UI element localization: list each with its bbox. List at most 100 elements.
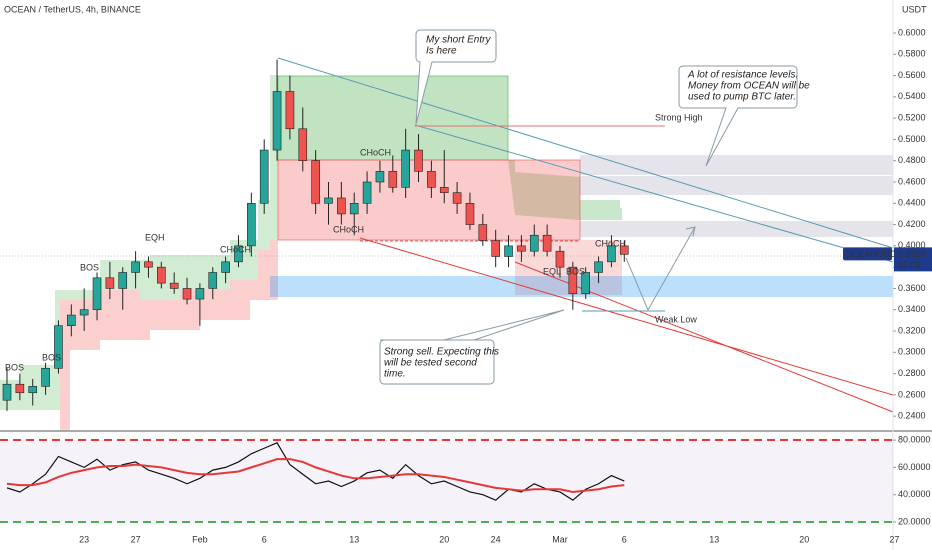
x-tick-label: 27 bbox=[889, 534, 899, 544]
green-steps bbox=[508, 76, 622, 220]
x-tick-label: 20 bbox=[799, 534, 809, 544]
candle-body bbox=[105, 277, 115, 289]
candle-body bbox=[247, 202, 256, 247]
y-tick-label: 0.4400 bbox=[898, 198, 926, 208]
projection-arrow bbox=[625, 226, 696, 312]
x-tick-label: Feb bbox=[192, 534, 208, 544]
y-tick-label: 80.0000 bbox=[898, 434, 931, 444]
candle-body bbox=[144, 261, 153, 268]
candle-body bbox=[285, 91, 295, 130]
candle-body bbox=[15, 383, 25, 394]
candle-body bbox=[362, 181, 372, 204]
candle-body bbox=[529, 234, 539, 252]
rsi-background bbox=[0, 440, 893, 522]
callout bbox=[379, 309, 565, 385]
y-tick-label: 0.5600 bbox=[898, 70, 926, 80]
candle-body bbox=[118, 272, 128, 289]
y-tick-label: 40.0000 bbox=[898, 489, 931, 499]
rsi-line bbox=[6, 442, 625, 501]
y-tick-label: 0.2400 bbox=[898, 411, 926, 421]
red-band bbox=[60, 240, 278, 430]
y-tick-label: 0.2600 bbox=[898, 389, 926, 399]
candle-body bbox=[452, 192, 462, 204]
candle-body bbox=[427, 171, 436, 188]
annotation: A lot of resistance levels. bbox=[687, 70, 798, 81]
structure-label: CHoCH bbox=[333, 224, 364, 234]
structure-label: EQL bbox=[543, 266, 561, 276]
y-tick-label: 0.4200 bbox=[898, 219, 926, 229]
resistance-zone bbox=[580, 155, 893, 175]
candle-body bbox=[67, 314, 76, 326]
candle-body bbox=[555, 250, 565, 268]
trend-line bbox=[514, 261, 894, 413]
resistance-zone bbox=[580, 221, 893, 237]
candle-body bbox=[41, 367, 50, 387]
candle-body bbox=[619, 245, 629, 255]
structure-label: CHoCH bbox=[220, 244, 251, 254]
candle-body bbox=[28, 386, 38, 394]
structure-label: BOS bbox=[80, 262, 99, 272]
candle-body bbox=[79, 309, 89, 316]
trend-line bbox=[359, 237, 894, 396]
candle-body bbox=[195, 288, 205, 300]
y-tick-label: 0.2800 bbox=[898, 368, 926, 378]
structure-label: BOS bbox=[42, 352, 61, 362]
structure-label: Weak Low bbox=[655, 314, 697, 324]
candle-body bbox=[504, 245, 513, 257]
candle-body bbox=[491, 240, 500, 257]
x-tick-label: 6 bbox=[622, 534, 627, 544]
annotation: My short Entry bbox=[426, 35, 491, 46]
callout bbox=[415, 29, 497, 125]
y-tick-label: 0.6000 bbox=[898, 27, 926, 37]
structure-label: Strong High bbox=[655, 112, 703, 122]
annotation: Money from OCEAN will be bbox=[688, 81, 810, 92]
y-tick-label: 60.0000 bbox=[898, 462, 931, 472]
y-tick-label: 0.5000 bbox=[898, 134, 926, 144]
candle-body bbox=[581, 272, 591, 295]
y-tick-label: 0.3000 bbox=[898, 347, 926, 357]
green-band bbox=[0, 75, 278, 410]
candle-body bbox=[169, 282, 179, 289]
candle-body bbox=[594, 261, 603, 273]
annotation: used to pump BTC later. bbox=[688, 92, 796, 103]
y-tick-label: 0.5800 bbox=[898, 49, 926, 59]
annotation: Is here bbox=[426, 46, 457, 57]
candle-body bbox=[607, 245, 616, 263]
annotation: time. bbox=[384, 369, 406, 380]
annotation: Strong sell. Expecting this bbox=[384, 347, 499, 358]
structure-label: CHoCH bbox=[595, 238, 626, 248]
x-tick-label: 20 bbox=[439, 534, 449, 544]
candle-body bbox=[349, 202, 359, 215]
x-tick-label: 23 bbox=[79, 534, 89, 544]
structure-label: CHoCH bbox=[360, 147, 391, 157]
candle-body bbox=[414, 149, 423, 172]
candle-body bbox=[221, 261, 230, 273]
currency: USDT bbox=[902, 4, 927, 14]
arrow-head bbox=[685, 226, 696, 237]
structure-label: BOS bbox=[566, 266, 585, 276]
candle-body bbox=[259, 149, 269, 204]
x-tick-label: 6 bbox=[262, 534, 267, 544]
x-tick-label: Mar bbox=[552, 534, 568, 544]
rsi-line bbox=[6, 458, 625, 493]
y-tick-label: 0.3600 bbox=[898, 283, 926, 293]
x-tick-label: 24 bbox=[491, 534, 501, 544]
symbol-label: OCEANUSDT bbox=[845, 249, 902, 259]
supply-green bbox=[277, 75, 509, 161]
candle-body bbox=[542, 234, 552, 252]
candle-body bbox=[478, 224, 488, 241]
candle-body bbox=[568, 266, 578, 295]
candle-body bbox=[311, 160, 320, 204]
structure-label: EQH bbox=[145, 232, 165, 242]
countdown: 15:03 bbox=[898, 260, 921, 270]
price-label: 0.3920 bbox=[898, 249, 926, 259]
candle-body bbox=[272, 91, 282, 151]
trend-line bbox=[277, 57, 894, 249]
candle-body bbox=[439, 187, 449, 193]
candle-body bbox=[388, 171, 398, 188]
candle-body bbox=[375, 171, 385, 183]
x-tick-label: 13 bbox=[709, 534, 719, 544]
